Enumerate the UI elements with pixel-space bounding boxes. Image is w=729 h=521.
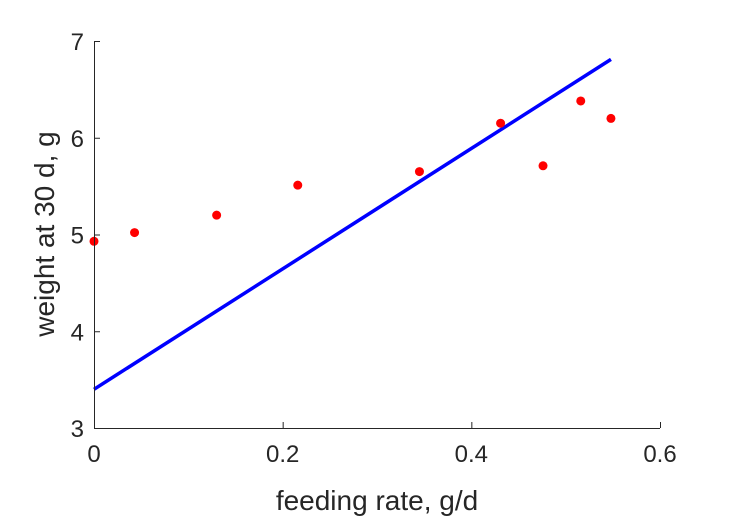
y-tick-label: 7 [71, 29, 84, 56]
data-point [414, 167, 424, 177]
data-point [576, 96, 586, 106]
chart-marks [89, 57, 616, 391]
x-axis: 0 0.2 0.4 0.6 [87, 422, 677, 468]
x-tick-label: 0 [87, 441, 100, 468]
data-point [606, 113, 616, 123]
y-tick-label: 6 [71, 126, 84, 153]
x-tick-label: 0.6 [643, 441, 676, 468]
y-axis: 3 4 5 6 7 [71, 29, 100, 443]
data-point [538, 161, 548, 171]
y-tick-label: 4 [71, 319, 84, 346]
x-axis-label: feeding rate, g/d [276, 485, 478, 516]
x-tick-label: 0.2 [266, 441, 299, 468]
data-point [293, 180, 303, 190]
y-tick-label: 5 [71, 223, 84, 250]
data-point [496, 118, 506, 128]
y-tick-label: 3 [71, 416, 84, 443]
y-axis-label: weight at 30 d, g [29, 131, 60, 337]
x-tick-label: 0.4 [455, 441, 488, 468]
data-point [130, 228, 140, 238]
fit-line [93, 57, 612, 391]
data-point [212, 210, 222, 220]
